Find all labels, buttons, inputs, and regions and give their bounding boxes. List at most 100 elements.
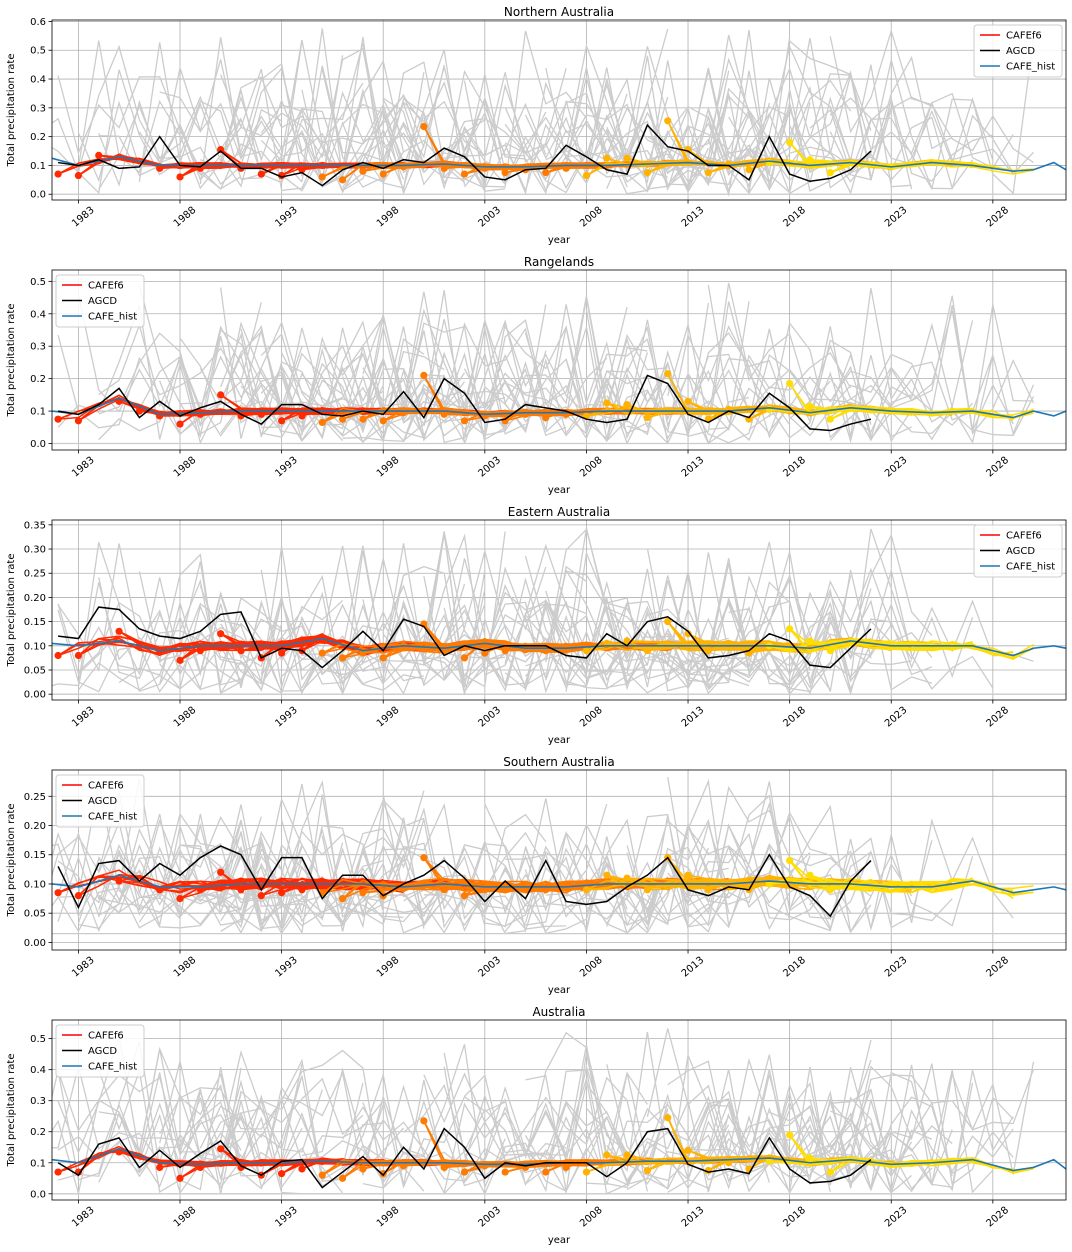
ensemble-member-line bbox=[524, 571, 730, 691]
y-tick-label: 0.0 bbox=[30, 1189, 46, 1200]
chart-title: Australia bbox=[532, 1005, 585, 1019]
panel-4: 0.00 0.05 0.10 0.15 0.20 0.25 1983 1988 1993 1998… bbox=[6, 755, 1067, 996]
ensemble-member-line bbox=[220, 611, 425, 695]
cafef6-start-point bbox=[643, 169, 651, 177]
ensemble-member-line bbox=[200, 59, 405, 188]
ensemble-member-line bbox=[52, 1066, 242, 1162]
x-tick-label: 1998 bbox=[375, 205, 402, 230]
x-tick-label: 1993 bbox=[273, 1205, 300, 1230]
axes-frame bbox=[51, 1019, 1067, 1201]
x-tick-label: 1988 bbox=[172, 205, 199, 230]
ensemble-member-line bbox=[830, 1069, 1035, 1187]
ensemble-member-line bbox=[52, 44, 242, 175]
cafef6-start-point bbox=[440, 164, 448, 172]
x-tick-label: 1988 bbox=[172, 1205, 199, 1230]
cafef6-start-point bbox=[338, 654, 347, 662]
ensemble-member-line bbox=[606, 602, 811, 695]
x-tick-label: 1993 bbox=[273, 205, 300, 230]
cafef6-start-point bbox=[237, 412, 245, 420]
ensemble-members bbox=[52, 282, 1066, 446]
cafef6-start-point bbox=[440, 1163, 448, 1172]
cafef6-start-point bbox=[74, 171, 83, 180]
ensemble-member-line bbox=[728, 591, 933, 696]
cafef6-start-point bbox=[359, 889, 367, 897]
cafef6-start-point bbox=[664, 370, 672, 378]
legend-box bbox=[973, 524, 1063, 578]
cafef6-start-point bbox=[542, 413, 550, 422]
cafef6-start-point bbox=[765, 405, 773, 414]
cafef6-start-point bbox=[74, 892, 83, 900]
y-tick-label: 0.4 bbox=[30, 309, 46, 320]
y-tick-label: 0.15 bbox=[24, 617, 46, 628]
cafef6-start-point bbox=[501, 886, 509, 894]
ensemble-member-line bbox=[240, 328, 445, 443]
ensemble-member-line bbox=[52, 1074, 242, 1194]
ensemble-member-line bbox=[57, 75, 262, 191]
agcd-line bbox=[57, 1127, 872, 1189]
x-axis-label: year bbox=[548, 1235, 571, 1246]
cafe-hist-line bbox=[52, 637, 1066, 657]
cafef6-start-point bbox=[582, 171, 591, 180]
ensemble-member-line bbox=[728, 533, 933, 683]
cafef6-start-point bbox=[786, 138, 794, 146]
x-tick-label: 2008 bbox=[578, 1205, 605, 1230]
ensemble-member-line bbox=[829, 295, 1035, 441]
cafef6-start-point bbox=[542, 1168, 550, 1176]
ensemble-member-line bbox=[199, 574, 405, 695]
x-tick-label: 2018 bbox=[781, 205, 808, 230]
ensemble-member-line bbox=[301, 1044, 506, 1190]
ensemble-member-line bbox=[484, 813, 689, 930]
cafef6-start-point bbox=[481, 164, 489, 172]
ensemble-member-line bbox=[829, 28, 1034, 164]
ensemble-member-line bbox=[138, 321, 344, 442]
ensemble-member-line bbox=[789, 567, 994, 691]
cafef6-start-point bbox=[399, 409, 408, 417]
ensemble-members bbox=[52, 527, 1066, 696]
legend-box bbox=[55, 274, 145, 328]
cafef6-start-point bbox=[399, 163, 408, 171]
cafef6-start-point bbox=[786, 379, 794, 388]
legend-label: CAFEf6 bbox=[1006, 531, 1042, 542]
legend: CAFEf6 AGCD CAFE_hist bbox=[55, 1024, 145, 1078]
x-tick-label: 2028 bbox=[985, 705, 1012, 730]
y-tick-label: 0.3 bbox=[30, 342, 46, 353]
cafef6-start-point bbox=[359, 167, 367, 175]
cafef6-start-point bbox=[643, 1166, 651, 1175]
ensemble-member-line bbox=[403, 1083, 608, 1169]
cafef6-start-point bbox=[318, 649, 326, 657]
ensemble-member-line bbox=[220, 831, 425, 927]
cafef6-forecast-line bbox=[830, 880, 1034, 897]
ensemble-member-line bbox=[342, 1074, 547, 1186]
ensemble-member-line bbox=[179, 372, 384, 437]
cafef6-start-point bbox=[257, 170, 265, 178]
ensemble-members bbox=[52, 28, 1066, 197]
legend-box bbox=[973, 24, 1063, 78]
ensemble-member-line bbox=[98, 1072, 303, 1182]
plot-area bbox=[52, 28, 1066, 197]
y-tick-label: 0.2 bbox=[30, 374, 46, 385]
axes-frame bbox=[51, 519, 1067, 701]
legend-label: AGCD bbox=[88, 796, 117, 807]
cafef6-start-point bbox=[603, 399, 611, 407]
x-tick-label: 2028 bbox=[985, 455, 1012, 480]
cafef6-start-point bbox=[786, 856, 794, 865]
y-axis-label: Total precipitation rate bbox=[6, 53, 17, 167]
panel-3: 0.00 0.05 0.10 0.15 0.20 0.25 0.30 0.35 1983 1988… bbox=[6, 505, 1067, 746]
x-tick-label: 2003 bbox=[477, 955, 504, 980]
cafef6-start-point bbox=[765, 880, 773, 888]
ensemble-member-line bbox=[444, 327, 649, 436]
x-tick-label: 1988 bbox=[172, 455, 199, 480]
plot-area bbox=[52, 777, 1066, 936]
cafef6-start-point bbox=[826, 886, 834, 894]
ensemble-member-line bbox=[667, 1039, 872, 1169]
ensemble-member-line bbox=[281, 545, 486, 677]
ensemble-member-line bbox=[829, 38, 1035, 195]
ensemble-member-line bbox=[98, 844, 303, 918]
grid bbox=[52, 770, 1066, 950]
cafef6-start-point bbox=[643, 886, 651, 894]
ensemble-member-line bbox=[342, 843, 547, 918]
ensemble-member-line bbox=[77, 100, 282, 188]
y-tick-label: 0.00 bbox=[24, 690, 46, 701]
y-axis-label: Total precipitation rate bbox=[6, 1053, 17, 1167]
x-axis-label: year bbox=[548, 735, 571, 746]
